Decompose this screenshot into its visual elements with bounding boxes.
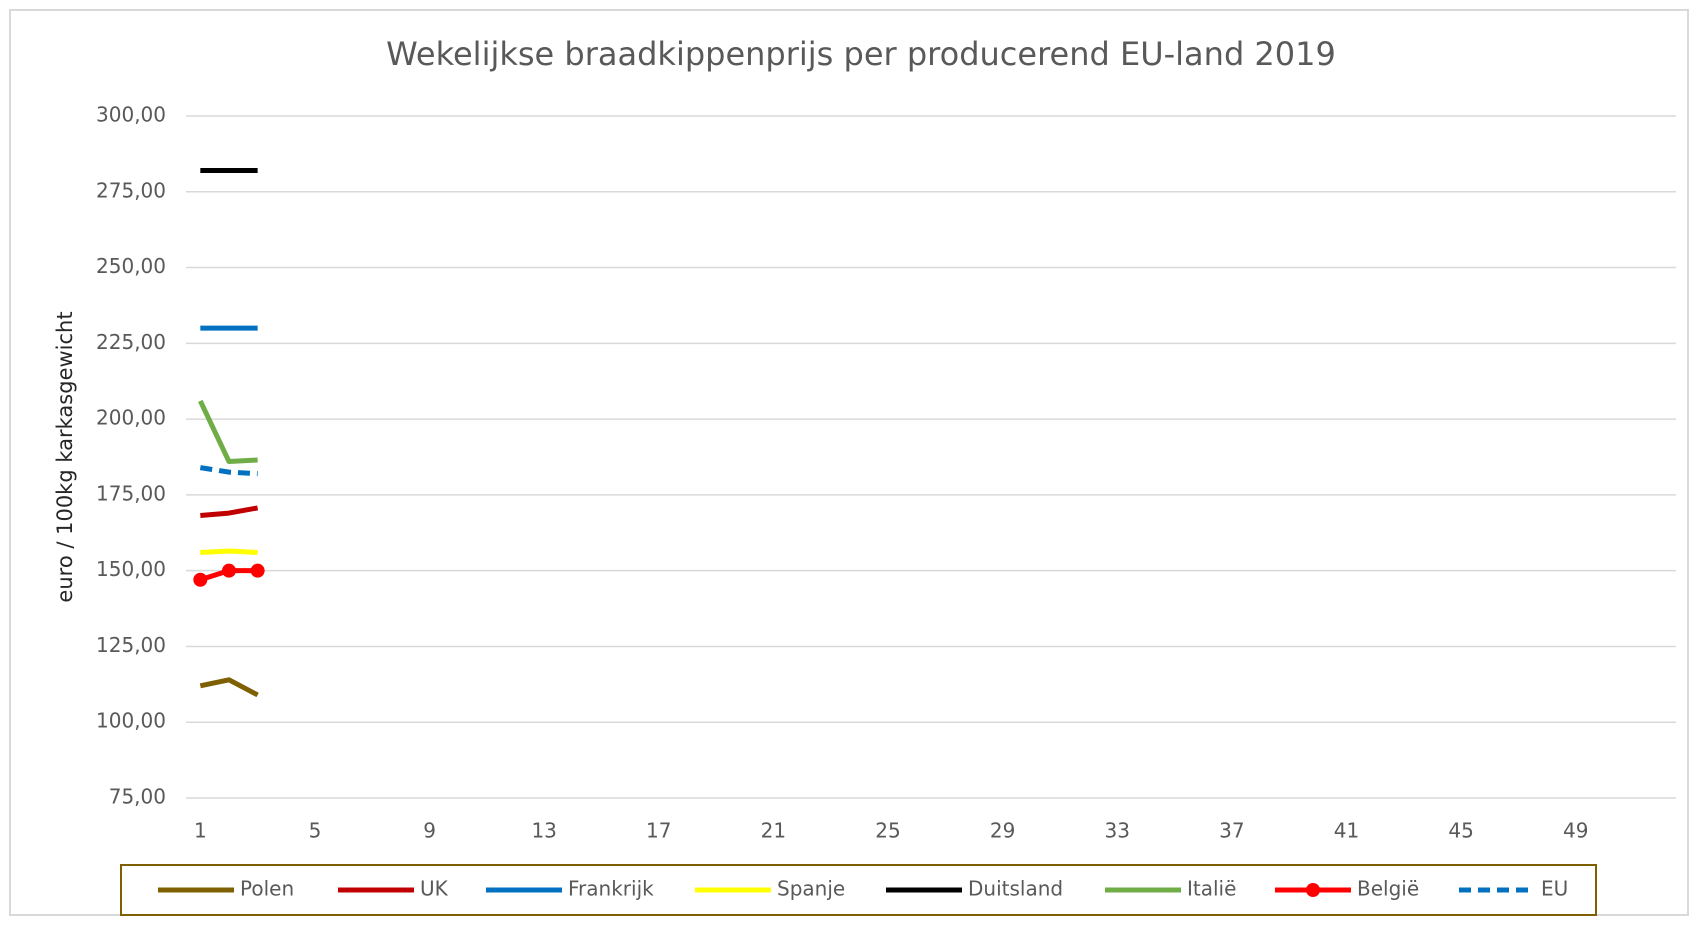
x-tick-label: 13 <box>531 819 556 843</box>
legend-marker <box>1306 883 1320 897</box>
x-tick-label: 9 <box>423 819 436 843</box>
x-tick-label: 17 <box>646 819 671 843</box>
x-tick-label: 45 <box>1448 819 1473 843</box>
y-tick-label: 300,00 <box>96 103 166 127</box>
legend-label: Duitsland <box>968 877 1063 901</box>
x-tick-label: 29 <box>990 819 1015 843</box>
x-tick-label: 37 <box>1219 819 1244 843</box>
series-line <box>198 399 258 465</box>
x-tick-label: 21 <box>761 819 786 843</box>
x-tick-label: 41 <box>1334 819 1359 843</box>
chart-border <box>9 9 1689 916</box>
legend-label: UK <box>420 877 449 901</box>
y-tick-label: 200,00 <box>96 406 166 430</box>
x-tick-label: 5 <box>309 819 322 843</box>
legend-label: Italië <box>1187 877 1236 901</box>
x-tick-label: 1 <box>194 819 207 843</box>
series-line <box>200 548 258 555</box>
y-axis-label: euro / 100kg karkasgewicht <box>53 311 77 602</box>
y-tick-label: 125,00 <box>96 633 166 657</box>
y-tick-label: 175,00 <box>96 481 166 505</box>
chart-title: Wekelijkse braadkippenprijs per producer… <box>386 35 1336 73</box>
series-line <box>200 505 259 518</box>
y-tick-label: 275,00 <box>96 178 166 202</box>
y-tick-label: 250,00 <box>96 254 166 278</box>
x-tick-label: 33 <box>1105 819 1130 843</box>
legend-label: Polen <box>240 877 294 901</box>
point-marker <box>193 572 208 587</box>
legend-label: België <box>1357 877 1419 901</box>
y-tick-label: 150,00 <box>96 557 166 581</box>
point-marker <box>221 563 236 578</box>
legend-box <box>120 864 1597 916</box>
y-tick-label: 100,00 <box>96 709 166 733</box>
legend-label: Spanje <box>777 877 845 901</box>
series-line <box>199 677 259 698</box>
y-tick-label: 75,00 <box>109 785 166 809</box>
x-tick-label: 25 <box>875 819 900 843</box>
x-tick-label: 49 <box>1563 819 1588 843</box>
y-tick-label: 225,00 <box>96 330 166 354</box>
point-marker <box>250 563 265 578</box>
legend-label: Frankrijk <box>568 877 654 901</box>
legend-label: EU <box>1541 877 1568 901</box>
series-line <box>199 465 258 477</box>
